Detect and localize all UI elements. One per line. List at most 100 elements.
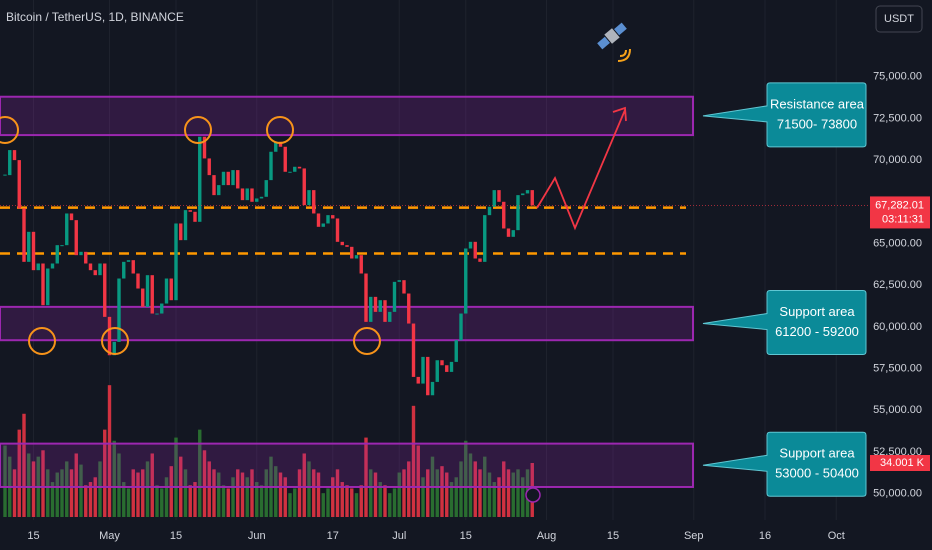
candle-body [506, 228, 511, 237]
currency-label[interactable]: USDT [884, 13, 914, 25]
candle-body [88, 263, 93, 271]
panel [614, 22, 627, 36]
volume-bar [364, 437, 368, 517]
candle-body [50, 263, 55, 269]
price-label-box [870, 196, 930, 229]
volume-bar [312, 469, 316, 517]
volume-bar [454, 477, 458, 517]
candle-body [193, 211, 197, 222]
candle-body [8, 150, 12, 176]
panel [597, 36, 610, 50]
candle-body [131, 260, 135, 274]
volume-bar [283, 477, 287, 517]
volume-bar [359, 485, 363, 517]
touch-circle [353, 327, 381, 355]
volume-bar [259, 485, 264, 517]
candle-body [164, 278, 169, 304]
volume-bar [207, 461, 211, 517]
candle-body [74, 220, 78, 256]
volume-bar [378, 482, 382, 517]
candle-body [160, 303, 164, 314]
volume-bar [3, 445, 7, 517]
touch-circle [266, 116, 294, 144]
volume-bar [340, 482, 344, 517]
candle-body [98, 263, 102, 276]
candle-body [112, 341, 116, 356]
candle-body [255, 198, 259, 202]
callout-box [702, 82, 867, 148]
candle-body [250, 188, 254, 202]
x-tick-label: 15 [27, 530, 39, 542]
body [604, 28, 620, 44]
x-tick-label: May [99, 530, 120, 542]
volume-bar [449, 482, 454, 517]
volume-bar [31, 461, 36, 517]
volume-bar [240, 472, 245, 517]
candle-body [307, 190, 311, 206]
candle-body [340, 241, 344, 246]
volume-bar [41, 450, 45, 517]
projection-path [536, 109, 626, 231]
candle-body [145, 275, 150, 307]
y-tick-label: 50,000.00 [873, 488, 922, 500]
candle-body [3, 174, 7, 176]
candle-body [283, 146, 287, 172]
x-tick-label: Oct [828, 530, 845, 542]
candle-body [497, 190, 501, 202]
volume-bar [245, 477, 249, 517]
volume-bar [502, 461, 506, 517]
volume-bar [392, 488, 397, 517]
volume-bar [46, 469, 50, 517]
volume-bar [198, 429, 202, 517]
volume-bar [354, 493, 359, 517]
candle-body [150, 275, 154, 314]
volume-bar [131, 469, 135, 517]
candle-body [445, 365, 449, 372]
callout-box [702, 290, 867, 356]
x-tick-label: Sep [684, 530, 704, 542]
volume-bar [84, 485, 88, 517]
volume-bar [188, 485, 192, 517]
volume-bar [316, 472, 321, 517]
volume-bar [65, 461, 69, 517]
candle-body [521, 193, 525, 196]
volume-bar [141, 469, 145, 517]
arrow-head [612, 106, 627, 122]
volume-bar [55, 472, 59, 517]
volume-bar [321, 493, 325, 517]
chart-title: Bitcoin / TetherUS, 1D, BINANCE [6, 10, 184, 24]
candle-body [468, 241, 473, 249]
candle-body [321, 223, 325, 227]
candle-body [212, 175, 216, 196]
volume-bar [212, 469, 216, 517]
signal-icon [617, 48, 631, 62]
candle-body [17, 160, 21, 209]
volume-bar [440, 466, 444, 517]
candle-body [46, 268, 50, 306]
candle-body [155, 313, 159, 315]
candle-body [312, 190, 316, 214]
touch-circles [0, 116, 381, 355]
candle-body [483, 215, 487, 262]
candle-body [359, 255, 363, 274]
candle-body [93, 270, 97, 276]
volume-bar [297, 469, 302, 517]
candle-body [350, 246, 354, 259]
x-tick-label: 17 [327, 530, 339, 542]
currency-button[interactable] [875, 5, 923, 33]
y-tick-label: 75,000.00 [873, 71, 922, 83]
volume-bar [492, 482, 496, 517]
volume-bar [12, 469, 17, 517]
volume-bar [487, 472, 492, 517]
price-axis: 50,000.00 52,500.00 55,000.00 57,500.00 60,0… [27, 71, 930, 542]
candle-body [236, 170, 240, 189]
volume-bar [464, 440, 468, 517]
callout-title: Support area [779, 304, 855, 319]
candle-body [12, 150, 17, 161]
volume-bar [516, 469, 520, 517]
touch-circle [28, 327, 56, 355]
candle-body [122, 261, 126, 279]
volume-bar [397, 472, 401, 517]
touch-circle [101, 327, 129, 355]
volume-bar [388, 493, 392, 517]
